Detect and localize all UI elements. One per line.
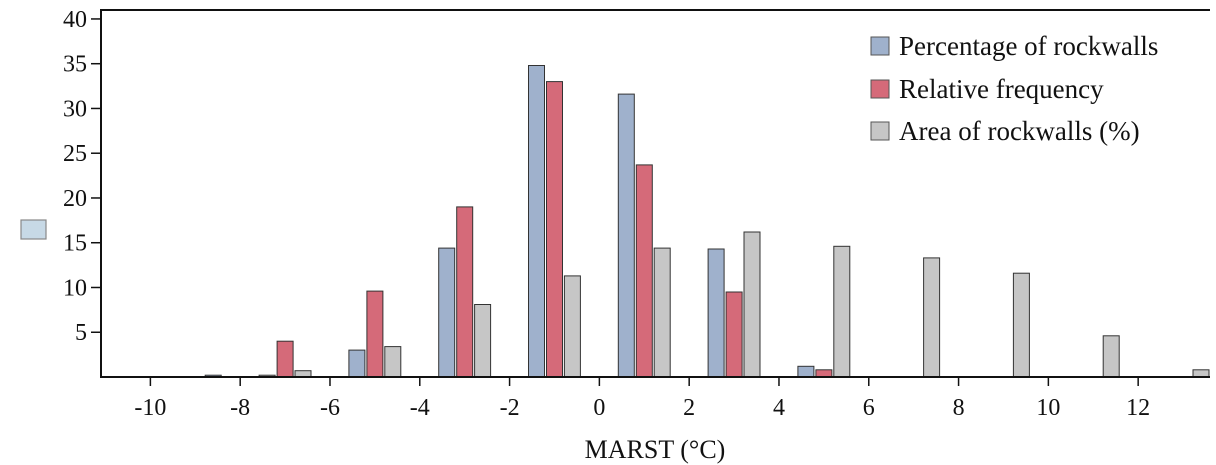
extra-legend-swatch <box>20 219 47 240</box>
bar-series0-6 <box>797 365 815 378</box>
bar-series2-5 <box>653 247 671 378</box>
bar-series2-6 <box>743 231 761 378</box>
legend-label-percentage: Percentage of rockwalls <box>899 31 1158 61</box>
legend-swatch-relative-frequency <box>870 79 890 99</box>
bar-series2-2 <box>384 346 402 378</box>
y-tick-label-4: 25 <box>63 141 87 167</box>
bar-series0-3 <box>528 65 545 378</box>
bar-series2-10 <box>1102 335 1120 378</box>
bar-series2-11 <box>1192 369 1210 378</box>
bar-series1-5 <box>725 291 743 378</box>
x-axis-title: MARST (°C) <box>585 435 726 464</box>
y-tick-label-0: 5 <box>75 320 87 346</box>
bar-series1-6 <box>815 369 833 378</box>
x-tick-label-8: 6 <box>863 395 875 421</box>
x-tick-label-11: 12 <box>1126 395 1150 421</box>
x-tick-label-1: -8 <box>230 395 250 421</box>
bar-series0-5 <box>707 248 725 378</box>
legend-swatch-percentage <box>870 36 890 56</box>
bar-series1-2 <box>456 206 474 378</box>
x-tick-label-6: 2 <box>683 395 695 421</box>
bar-series2-9 <box>1012 272 1030 378</box>
x-tick-label-3: -4 <box>410 395 430 421</box>
y-tick-label-5: 30 <box>63 96 87 122</box>
bar-series1-0 <box>276 340 294 378</box>
x-tick-label-4: -2 <box>500 395 520 421</box>
x-tick-label-7: 4 <box>773 395 785 421</box>
bar-series0-2 <box>438 247 456 378</box>
bar-series2-7 <box>833 245 851 378</box>
y-tick-label-6: 35 <box>63 52 87 78</box>
x-tick-label-0: -10 <box>134 395 166 421</box>
bar-series1-4 <box>635 164 653 378</box>
bar-series0-4 <box>617 93 635 378</box>
y-tick-label-1: 10 <box>63 275 87 301</box>
legend-swatch-area <box>870 121 890 141</box>
bar-series0-1 <box>348 349 366 378</box>
x-tick-label-9: 8 <box>953 395 965 421</box>
bars-layer <box>204 65 1210 378</box>
bar-series1-1 <box>366 290 384 378</box>
legend: Percentage of rockwalls Relative frequen… <box>870 31 1158 146</box>
bar-series2-3 <box>474 304 492 378</box>
x-tick-label-5: 0 <box>593 395 605 421</box>
y-tick-label-3: 20 <box>63 186 87 212</box>
legend-label-relative-frequency: Relative frequency <box>899 74 1104 104</box>
legend-label-area: Area of rockwalls (%) <box>899 116 1140 146</box>
x-tick-label-2: -6 <box>320 395 340 421</box>
bar-series2-8 <box>923 257 941 378</box>
y-tick-label-7: 40 <box>63 7 87 33</box>
x-ticks: -10 -8 -6 -4 -2 0 2 4 6 8 10 12 <box>134 377 1150 421</box>
bar-series1-3 <box>546 81 563 378</box>
y-ticks: 5 10 15 20 25 30 35 40 <box>63 7 101 346</box>
x-tick-label-10: 10 <box>1036 395 1060 421</box>
y-tick-label-2: 15 <box>63 231 87 257</box>
bar-series2-4 <box>563 275 581 378</box>
